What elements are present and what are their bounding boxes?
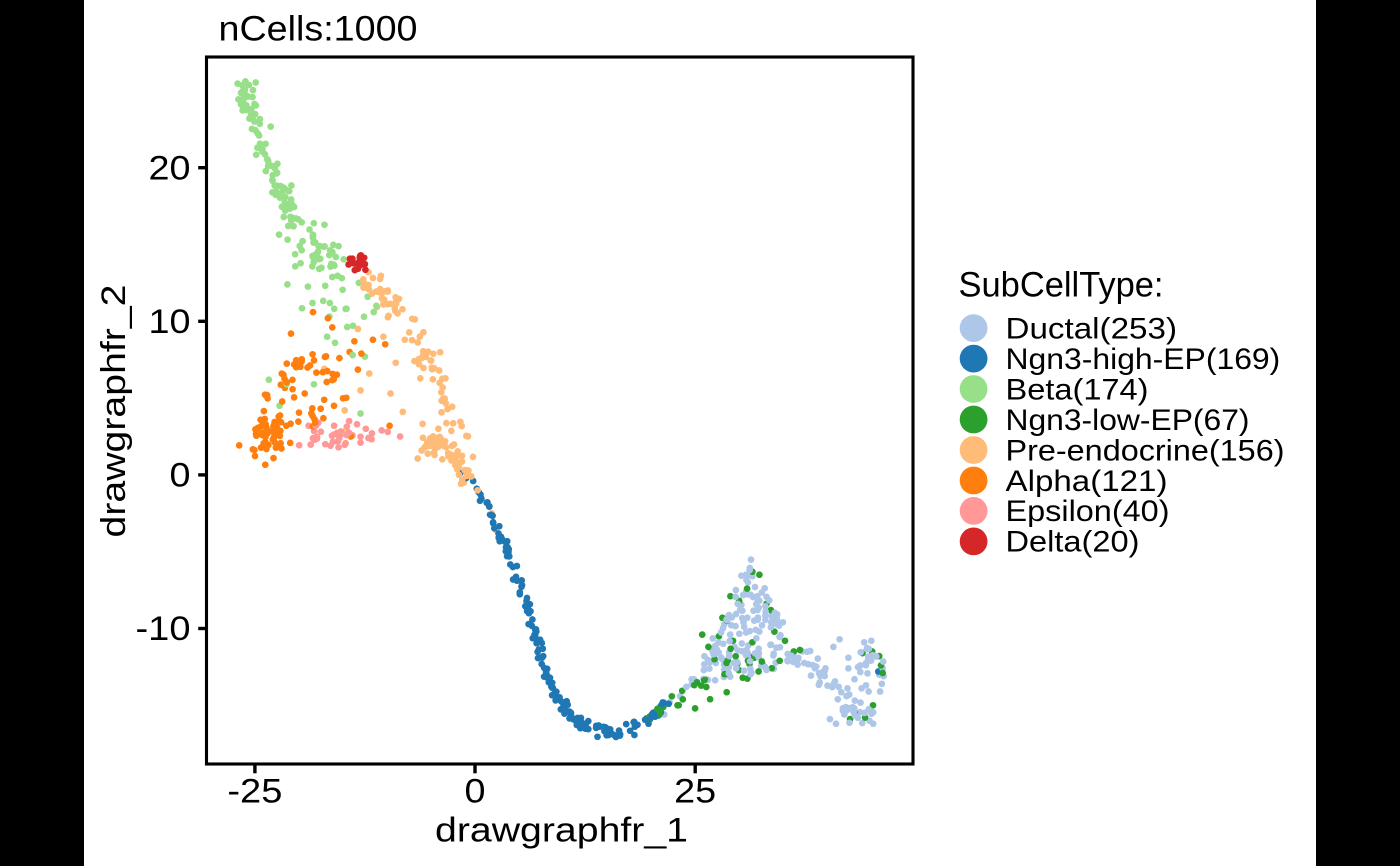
svg-text:Alpha(121): Alpha(121) xyxy=(1006,465,1168,498)
svg-text:0: 0 xyxy=(465,772,486,810)
svg-text:Ngn3-low-EP(67): Ngn3-low-EP(67) xyxy=(1006,404,1250,437)
svg-text:Delta(20): Delta(20) xyxy=(1006,526,1140,559)
svg-text:Epsilon(40): Epsilon(40) xyxy=(1006,495,1170,528)
svg-text:Pre-endocrine(156): Pre-endocrine(156) xyxy=(1006,434,1285,467)
svg-text:25: 25 xyxy=(674,772,716,810)
svg-text:Ductal(253): Ductal(253) xyxy=(1006,312,1178,345)
svg-text:-10: -10 xyxy=(136,610,191,648)
svg-text:drawgraphfr_2: drawgraphfr_2 xyxy=(95,285,133,538)
svg-text:20: 20 xyxy=(149,149,191,187)
svg-text:0: 0 xyxy=(170,457,191,495)
svg-text:nCells:1000: nCells:1000 xyxy=(219,9,418,48)
svg-text:drawgraphfr_1: drawgraphfr_1 xyxy=(435,812,688,850)
svg-text:SubCellType:: SubCellType: xyxy=(959,265,1164,304)
svg-text:Ngn3-high-EP(169): Ngn3-high-EP(169) xyxy=(1006,343,1281,376)
svg-text:-25: -25 xyxy=(227,772,282,810)
svg-text:Beta(174): Beta(174) xyxy=(1006,373,1149,406)
svg-text:10: 10 xyxy=(149,303,191,341)
